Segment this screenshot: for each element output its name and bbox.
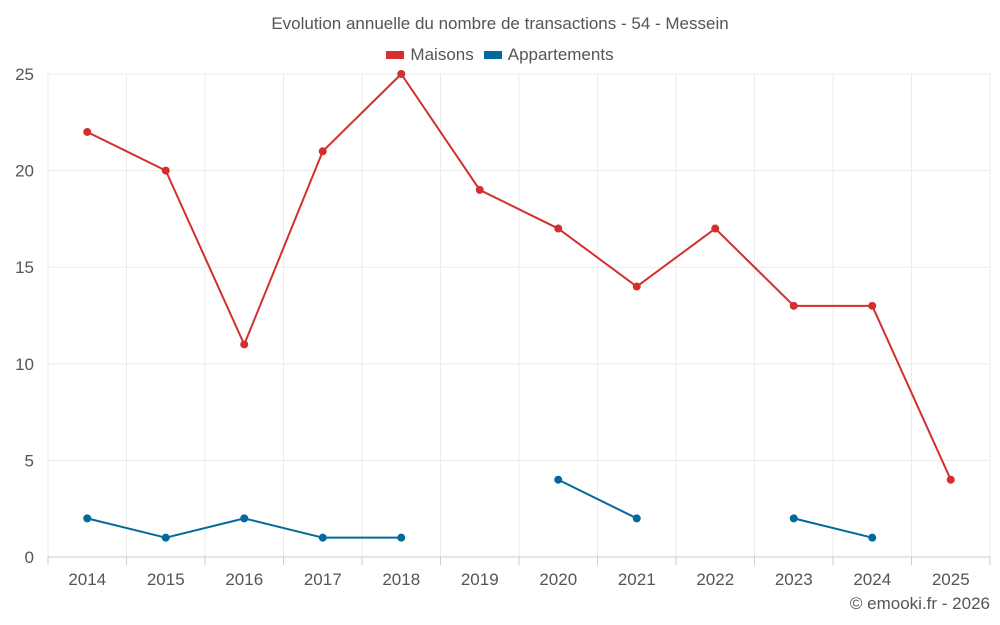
series-line-appartements — [557, 478, 638, 520]
x-tick-label: 2023 — [775, 570, 813, 589]
data-point-maisons — [240, 340, 249, 349]
x-tick-label: 2018 — [382, 570, 420, 589]
y-tick-label: 5 — [25, 451, 34, 470]
data-point-maisons — [868, 301, 877, 310]
y-tick-label: 15 — [15, 258, 34, 277]
x-tick-label: 2025 — [932, 570, 970, 589]
data-point-maisons — [789, 301, 798, 310]
x-tick-label: 2019 — [461, 570, 499, 589]
data-point-appartements — [868, 533, 877, 542]
x-tick-label: 2014 — [68, 570, 106, 589]
data-point-appartements — [240, 514, 249, 523]
series-line-appartements — [793, 517, 873, 539]
data-point-maisons — [83, 127, 92, 136]
x-tick-label: 2016 — [225, 570, 263, 589]
data-point-maisons — [554, 224, 563, 233]
legend-swatch-maisons — [386, 51, 405, 59]
data-point-appartements — [632, 514, 641, 523]
x-tick-label: 2021 — [618, 570, 656, 589]
data-point-maisons — [318, 147, 327, 156]
x-tick-label: 2022 — [696, 570, 734, 589]
copyright-text: © emooki.fr - 2026 — [849, 594, 990, 613]
data-point-maisons — [161, 166, 170, 175]
x-tick-label: 2015 — [147, 570, 185, 589]
y-tick-label: 20 — [15, 162, 34, 181]
chart-legend: Maisons Appartements — [0, 45, 1000, 65]
legend-item-maisons[interactable]: Maisons — [386, 45, 474, 65]
data-point-maisons — [946, 475, 955, 484]
y-tick-label: 25 — [15, 65, 34, 84]
y-tick-label: 0 — [25, 548, 34, 567]
data-point-appartements — [554, 475, 563, 484]
x-tick-label: 2024 — [853, 570, 891, 589]
legend-label-appartements: Appartements — [507, 45, 614, 64]
data-point-maisons — [711, 224, 720, 233]
data-point-appartements — [83, 514, 92, 523]
x-tick-label: 2020 — [539, 570, 577, 589]
data-point-appartements — [318, 533, 327, 542]
data-point-maisons — [632, 282, 641, 291]
data-point-appartements — [789, 514, 798, 523]
chart-title: Evolution annuelle du nombre de transact… — [271, 14, 729, 33]
data-point-appartements — [161, 533, 170, 542]
legend-label-maisons: Maisons — [410, 45, 474, 64]
legend-swatch-appartements — [483, 51, 502, 59]
y-tick-label: 10 — [15, 355, 34, 374]
x-tick-label: 2017 — [304, 570, 342, 589]
data-point-maisons — [397, 70, 406, 78]
data-point-appartements — [397, 533, 406, 542]
legend-item-appartements[interactable]: Appartements — [483, 45, 614, 65]
series-line-maisons — [86, 73, 952, 481]
data-point-maisons — [475, 185, 484, 194]
